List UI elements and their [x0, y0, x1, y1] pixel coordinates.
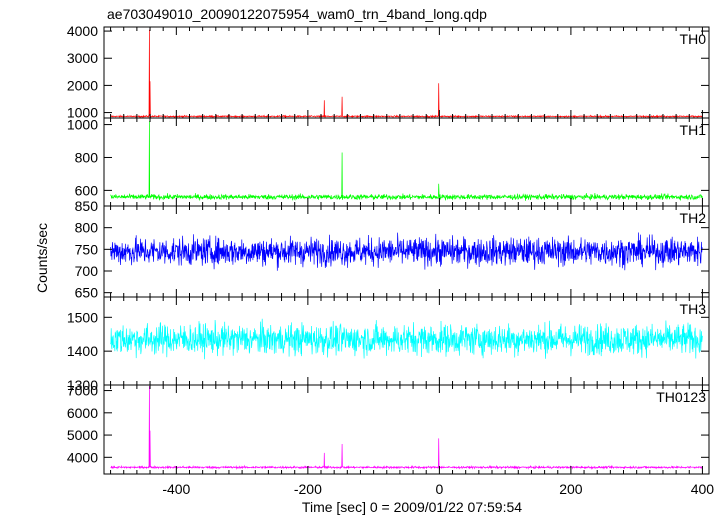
panel-th3: 1300 1400 1500 TH3: [67, 296, 710, 393]
y-tick-label: 700: [75, 263, 99, 279]
y-tick-label: 1000: [67, 105, 98, 121]
panel-th1: 600 800 1000 TH1: [67, 117, 710, 207]
panel-label: TH0: [680, 31, 707, 47]
y-tick-label: 1400: [67, 343, 98, 359]
panel-frame: [103, 117, 710, 207]
y-axis-label: Counts/sec: [34, 223, 50, 293]
y-tick-label: 800: [75, 220, 99, 236]
panel-label: TH2: [680, 210, 707, 226]
y-tick-label: 5000: [67, 427, 98, 443]
y-tick-label: 650: [75, 285, 99, 301]
y-tick-label: 600: [75, 182, 99, 198]
panel-label: TH3: [680, 301, 707, 317]
x-tick-label: -200: [294, 481, 322, 497]
series-th0123: [110, 386, 703, 470]
x-tick-label: 200: [559, 481, 583, 497]
series-th3: [110, 318, 703, 360]
y-tick-label: 800: [75, 149, 99, 165]
chart-title: ae703049010_20090122075954_wam0_trn_4ban…: [107, 6, 487, 22]
y-tick-label: 750: [75, 241, 99, 257]
series-th0: [110, 29, 703, 118]
y-tick-label: 1300: [67, 377, 98, 393]
y-tick-label: 4000: [67, 23, 98, 39]
x-axis-label: Time [sec] 0 = 2009/01/22 07:59:54: [302, 499, 522, 515]
panel-th0123: 4000 5000 6000 7000 TH0123: [67, 383, 710, 475]
panel-th0: 1000 2000 3000 4000 TH0: [67, 23, 710, 121]
x-tick-label: 400: [691, 481, 715, 497]
y-tick-label: 4000: [67, 449, 98, 465]
series-th2: [110, 232, 703, 271]
y-tick-label: 6000: [67, 405, 98, 421]
panel-label: TH1: [680, 122, 707, 138]
y-tick-label: 7000: [67, 383, 98, 399]
panel-frame: [103, 26, 710, 119]
y-tick-label: 850: [75, 198, 99, 214]
y-tick-label: 1000: [67, 117, 98, 133]
x-tick-label: -400: [162, 481, 190, 497]
panel-th2: 650 700 750 800 850 TH2: [75, 198, 710, 301]
y-tick-label: 2000: [67, 77, 98, 93]
panel-frame: [103, 384, 710, 475]
x-tick-label: 0: [435, 481, 443, 497]
series-th1: [110, 121, 703, 201]
panel-label: TH0123: [656, 389, 706, 405]
y-tick-label: 1500: [67, 309, 98, 325]
y-tick-label: 3000: [67, 50, 98, 66]
